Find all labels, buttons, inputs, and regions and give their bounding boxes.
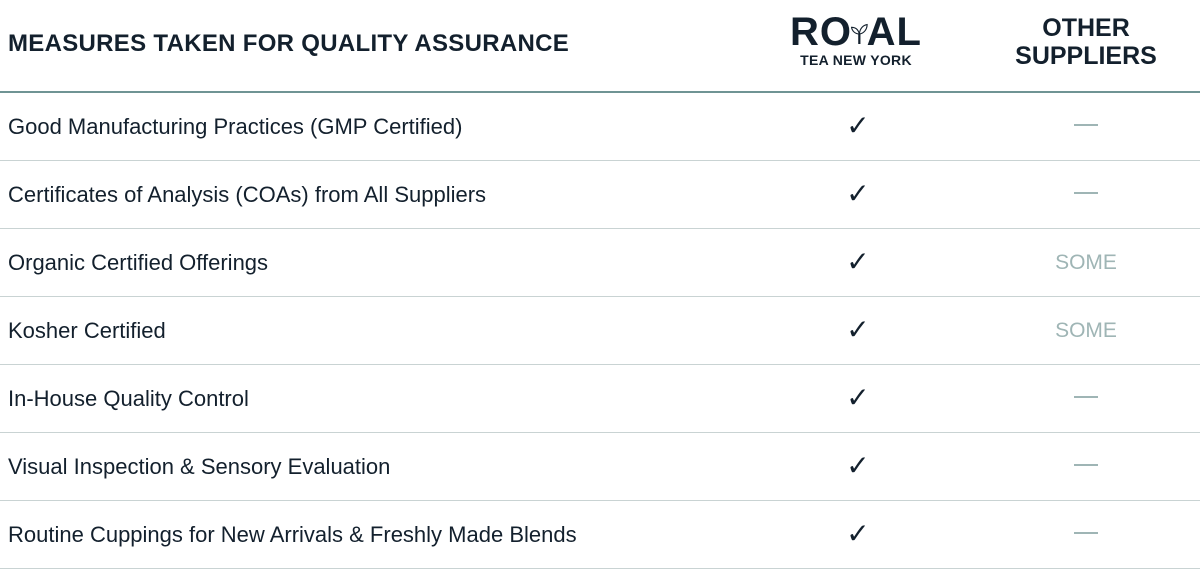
- dash-icon: [1074, 532, 1098, 535]
- table-row: Visual Inspection & Sensory Evaluation ✓: [0, 433, 1200, 501]
- measure-label: Kosher Certified: [8, 318, 166, 343]
- table-row: Routine Cuppings for New Arrivals & Fres…: [0, 501, 1200, 569]
- table-row: Organic Certified Offerings ✓ SOME: [0, 229, 1200, 297]
- check-icon: ✓: [846, 517, 870, 550]
- check-icon: ✓: [846, 109, 870, 142]
- logo-wordmark: RO AL: [790, 10, 922, 54]
- table-header: MEASURES TAKEN FOR QUALITY ASSURANCE RO …: [0, 0, 1200, 93]
- measure-label: Good Manufacturing Practices (GMP Certif…: [8, 114, 463, 139]
- logo-subtitle: TEA NEW YORK: [800, 52, 912, 68]
- dash-icon: [1074, 124, 1098, 127]
- table-row: Certificates of Analysis (COAs) from All…: [0, 161, 1200, 229]
- other-suppliers-value: [1000, 183, 1172, 207]
- measure-label: In-House Quality Control: [8, 386, 249, 411]
- leaf-y-icon: [851, 23, 868, 45]
- check-icon: ✓: [846, 381, 870, 414]
- column-header-measures: MEASURES TAKEN FOR QUALITY ASSURANCE: [8, 30, 570, 57]
- table-row: In-House Quality Control ✓: [0, 365, 1200, 433]
- check-icon: ✓: [846, 449, 870, 482]
- table-row: Good Manufacturing Practices (GMP Certif…: [0, 93, 1200, 161]
- other-suppliers-value: [1000, 523, 1172, 547]
- royal-tea-logo: RO AL TEA NEW YORK: [790, 12, 922, 68]
- other-suppliers-value: [1000, 455, 1172, 479]
- other-suppliers-value: [1000, 115, 1172, 139]
- measure-label: Routine Cuppings for New Arrivals & Fres…: [8, 522, 577, 547]
- check-icon: ✓: [846, 245, 870, 278]
- comparison-rows: Good Manufacturing Practices (GMP Certif…: [0, 93, 1200, 569]
- check-icon: ✓: [846, 313, 870, 346]
- measure-label: Organic Certified Offerings: [8, 250, 269, 275]
- check-icon: ✓: [846, 177, 870, 210]
- dash-icon: [1074, 396, 1098, 399]
- dash-icon: [1074, 192, 1098, 195]
- measure-label: Certificates of Analysis (COAs) from All…: [8, 182, 487, 207]
- table-row: Kosher Certified ✓ SOME: [0, 297, 1200, 365]
- other-suppliers-value: [1000, 387, 1172, 411]
- other-suppliers-value: SOME: [1055, 251, 1117, 274]
- column-header-other-suppliers: OTHER SUPPLIERS: [1015, 14, 1157, 70]
- dash-icon: [1074, 464, 1098, 467]
- other-suppliers-value: SOME: [1055, 319, 1117, 342]
- measure-label: Visual Inspection & Sensory Evaluation: [8, 454, 391, 479]
